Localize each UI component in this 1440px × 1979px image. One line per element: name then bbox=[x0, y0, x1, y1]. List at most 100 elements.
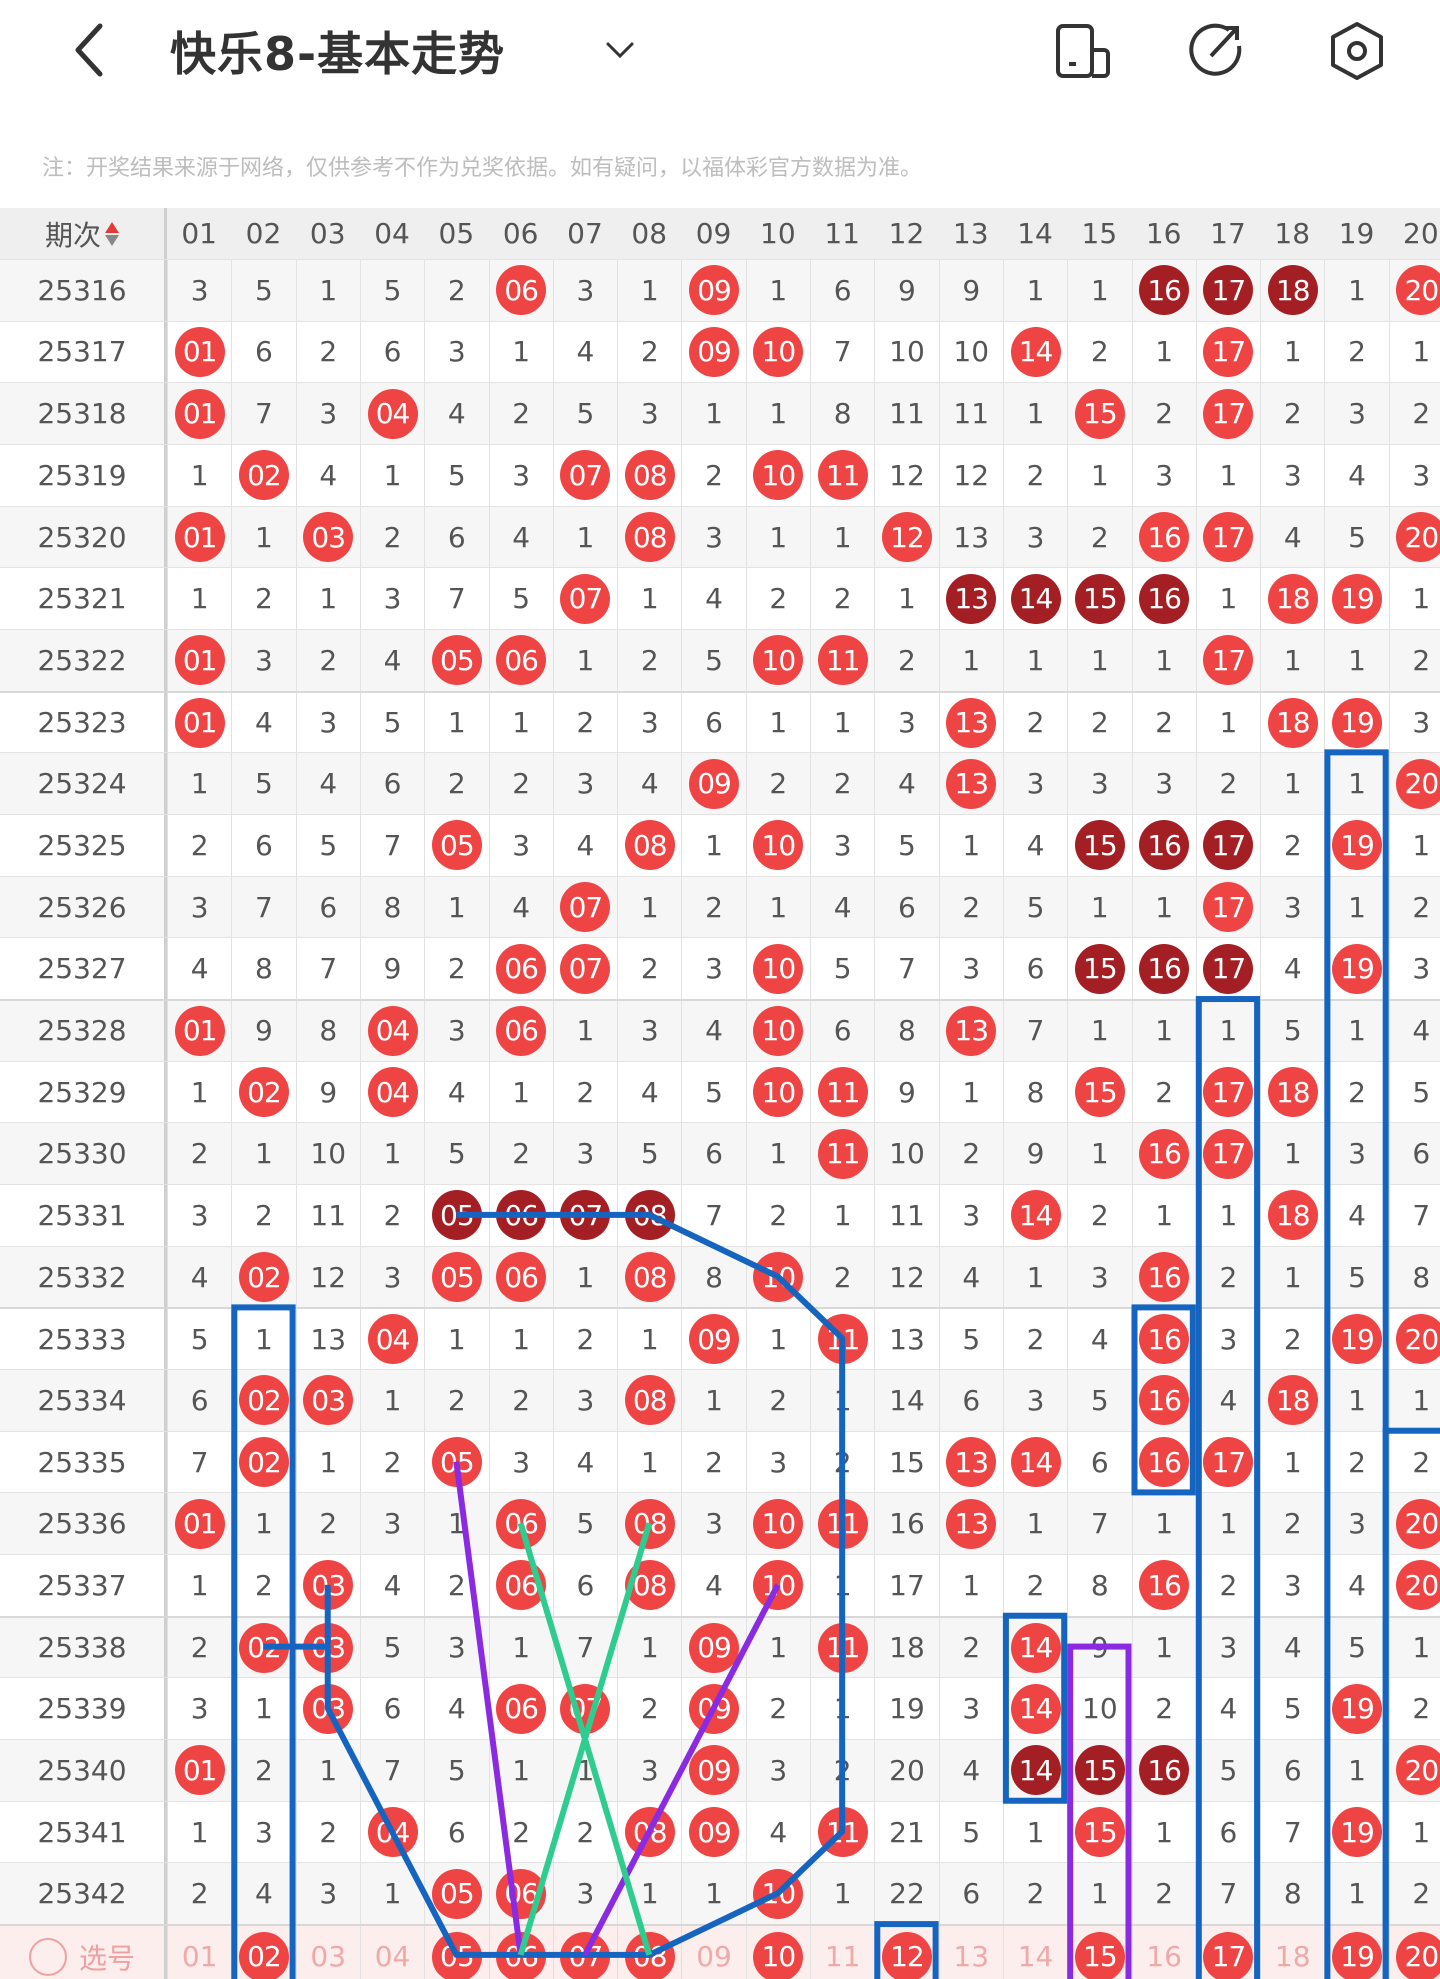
miss-cell: 5 bbox=[1324, 506, 1388, 568]
hit-ball: 18 bbox=[1267, 1067, 1318, 1118]
miss-count: 6 bbox=[383, 767, 402, 801]
select-number-20[interactable]: 20 bbox=[1388, 1926, 1440, 1979]
hit-ball: 20 bbox=[1396, 265, 1440, 316]
miss-cell: 3 bbox=[938, 1678, 1003, 1740]
miss-count: 1 bbox=[1026, 1260, 1045, 1294]
miss-count: 1 bbox=[833, 520, 852, 554]
miss-cell: 1 bbox=[617, 260, 681, 321]
miss-count: 1 bbox=[705, 1877, 723, 1911]
miss-count: 4 bbox=[319, 767, 338, 801]
hit-cell: 14 bbox=[1002, 1740, 1067, 1801]
column-header: 08 bbox=[631, 217, 668, 250]
issue-header[interactable]: 期次 bbox=[0, 208, 167, 259]
hit-ball: 08 bbox=[624, 512, 675, 562]
selected-ball: 06 bbox=[496, 1931, 547, 1979]
select-number-01[interactable]: 01 bbox=[167, 1926, 231, 1979]
select-number-13[interactable]: 13 bbox=[938, 1926, 1003, 1979]
miss-count: 5 bbox=[383, 273, 402, 307]
miss-count: 7 bbox=[1219, 1877, 1238, 1911]
miss-cell: 5 bbox=[1388, 1061, 1440, 1123]
miss-count: 2 bbox=[512, 397, 531, 431]
select-number-15[interactable]: 15 bbox=[1067, 1926, 1131, 1979]
hit-ball: 18 bbox=[1267, 1190, 1318, 1241]
miss-cell: 2 bbox=[488, 1801, 553, 1863]
select-number-10[interactable]: 10 bbox=[745, 1926, 810, 1979]
radio-circle-icon[interactable] bbox=[28, 1937, 67, 1976]
miss-cell: 9 bbox=[231, 1001, 295, 1061]
hit-cell: 08 bbox=[617, 445, 681, 506]
select-number-14[interactable]: 14 bbox=[1002, 1926, 1067, 1979]
select-number-02[interactable]: 02 bbox=[231, 1926, 295, 1979]
select-number-18[interactable]: 18 bbox=[1260, 1926, 1324, 1979]
settings-icon[interactable] bbox=[1326, 20, 1388, 82]
miss-count: 11 bbox=[953, 397, 990, 431]
select-number-17[interactable]: 17 bbox=[1195, 1926, 1260, 1979]
miss-count: 2 bbox=[319, 1815, 338, 1849]
table-row: 25336 01 1 2 3 1 06 5 08 3 10 11 16 13 1 7 1 1 2 3 20 bbox=[0, 1492, 1440, 1555]
select-number-05[interactable]: 05 bbox=[424, 1926, 488, 1979]
sort-icon[interactable] bbox=[105, 221, 119, 246]
miss-count: 3 bbox=[962, 1198, 981, 1232]
miss-count: 1 bbox=[898, 582, 916, 616]
miss-cell: 5 bbox=[681, 630, 745, 691]
miss-cell: 17 bbox=[874, 1555, 938, 1616]
select-number-16[interactable]: 16 bbox=[1131, 1926, 1196, 1979]
miss-count: 6 bbox=[1026, 952, 1045, 986]
select-label[interactable]: 选号 bbox=[0, 1926, 167, 1979]
miss-cell: 6 bbox=[810, 1001, 874, 1061]
hit-ball: 04 bbox=[367, 1807, 418, 1858]
share-icon[interactable] bbox=[1185, 20, 1247, 82]
hit-ball: 01 bbox=[174, 1498, 225, 1549]
miss-cell: 3 bbox=[359, 1246, 424, 1308]
phone-layout-icon[interactable] bbox=[1052, 20, 1114, 82]
miss-count: 4 bbox=[190, 952, 209, 986]
miss-count: 3 bbox=[190, 273, 209, 307]
miss-count: 5 bbox=[962, 1322, 981, 1356]
miss-cell: 2 bbox=[552, 1801, 617, 1863]
hit-cell: 19 bbox=[1324, 568, 1388, 629]
hit-cell: 18 bbox=[1260, 260, 1324, 321]
chevron-down-icon[interactable] bbox=[600, 30, 640, 70]
hit-ball: 06 bbox=[496, 1560, 547, 1611]
chevron-left-icon[interactable] bbox=[62, 20, 122, 80]
miss-count: 1 bbox=[640, 1877, 659, 1911]
miss-cell: 2 bbox=[617, 630, 681, 691]
hit-cell: 18 bbox=[1260, 568, 1324, 629]
select-number-09[interactable]: 09 bbox=[681, 1926, 745, 1979]
issue-number: 25340 bbox=[0, 1740, 167, 1801]
miss-cell: 15 bbox=[874, 1431, 938, 1493]
miss-count: 6 bbox=[1283, 1753, 1302, 1787]
miss-count: 1 bbox=[1412, 582, 1431, 616]
column-header: 13 bbox=[952, 217, 989, 250]
page-title[interactable]: 快乐8-基本走势 bbox=[170, 27, 506, 81]
select-number-07[interactable]: 07 bbox=[552, 1926, 617, 1979]
miss-count: 2 bbox=[576, 1322, 595, 1356]
hit-ball: 13 bbox=[946, 697, 997, 748]
hit-cell: 18 bbox=[1260, 1185, 1324, 1246]
miss-count: 2 bbox=[962, 1631, 981, 1665]
miss-cell: 11 bbox=[874, 383, 938, 444]
miss-cell: 2 bbox=[1002, 1309, 1067, 1370]
select-number-12[interactable]: 12 bbox=[874, 1926, 938, 1979]
select-number-11[interactable]: 11 bbox=[810, 1926, 874, 1979]
select-number-03[interactable]: 03 bbox=[295, 1926, 360, 1979]
select-number-19[interactable]: 19 bbox=[1324, 1926, 1388, 1979]
miss-cell: 19 bbox=[874, 1678, 938, 1740]
select-number-06[interactable]: 06 bbox=[488, 1926, 553, 1979]
miss-cell: 6 bbox=[938, 1863, 1003, 1925]
select-number-04[interactable]: 04 bbox=[359, 1926, 424, 1979]
miss-count: 2 bbox=[383, 1445, 402, 1479]
miss-count: 3 bbox=[1348, 1507, 1366, 1541]
miss-count: 3 bbox=[576, 767, 595, 801]
miss-cell: 3 bbox=[488, 815, 553, 876]
miss-cell: 2 bbox=[1388, 876, 1440, 938]
miss-count: 1 bbox=[1090, 890, 1109, 924]
miss-count: 4 bbox=[512, 890, 531, 924]
hit-cell: 19 bbox=[1324, 1801, 1388, 1863]
hit-cell: 20 bbox=[1388, 1740, 1440, 1801]
miss-cell: 1 bbox=[810, 1678, 874, 1740]
miss-count: 9 bbox=[898, 1075, 916, 1109]
select-number-08[interactable]: 08 bbox=[617, 1926, 681, 1979]
miss-count: 14 bbox=[889, 1383, 925, 1417]
miss-cell: 4 bbox=[874, 753, 938, 815]
